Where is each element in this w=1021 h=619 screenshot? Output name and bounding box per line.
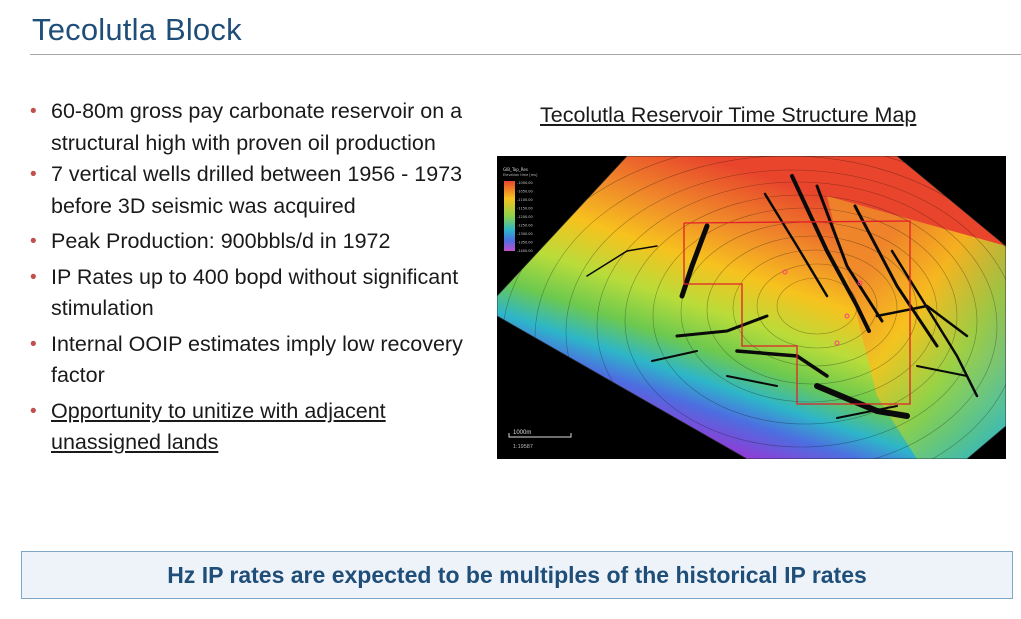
bullet-text: 60-80m gross pay carbonate reservoir on … — [51, 99, 463, 155]
bullet-text: IP Rates up to 400 bopd without signific… — [51, 264, 459, 321]
colorbar-tick: -1100.00 — [517, 198, 533, 202]
scale-label: 1000m — [513, 430, 531, 436]
scale-ratio: 1:19587 — [513, 444, 533, 450]
colorbar-tick: -1400.00 — [517, 249, 533, 253]
title-divider — [30, 54, 1021, 55]
colorbar-tick: -1250.00 — [517, 224, 533, 228]
colorbar-tick: -1200.00 — [517, 215, 533, 219]
colorbar-legend: GIB_Top_Res Elevation time [ms] -1000.00… — [503, 167, 538, 253]
bullet-item: 7 vertical wells drilled between 1956 - … — [30, 159, 470, 222]
structure-map-image: GIB_Top_Res Elevation time [ms] -1000.00… — [497, 156, 1006, 459]
scale-bar: 1000m 1:19587 — [508, 430, 572, 450]
bullet-item: Internal OOIP estimates imply low recove… — [30, 329, 470, 392]
colorbar-tick: -1050.00 — [517, 190, 533, 194]
bullet-text: Internal OOIP estimates imply low recove… — [51, 331, 463, 388]
callout-banner: Hz IP rates are expected to be multiples… — [21, 551, 1013, 599]
colorbar-tick: -1350.00 — [517, 241, 533, 245]
block-boundary — [683, 220, 911, 405]
bullet-item: IP Rates up to 400 bopd without signific… — [30, 262, 470, 325]
bullet-text: Peak Production: 900bbls/d in 1972 — [51, 229, 391, 253]
well-markers — [782, 269, 863, 346]
callout-text: Hz IP rates are expected to be multiples… — [167, 561, 867, 588]
colorbar-tick: -1000.00 — [517, 181, 533, 185]
structure-map-svg: GIB_Top_Res Elevation time [ms] -1000.00… — [497, 156, 1006, 459]
bullet-text: 7 vertical wells drilled between 1956 - … — [51, 162, 463, 218]
bullet-item: 60-80m gross pay carbonate reservoir on … — [30, 96, 470, 159]
slide-title: Tecolutla Block — [32, 12, 242, 47]
bullet-item: Opportunity to unitize with adjacent una… — [30, 396, 470, 459]
survey-outline — [497, 156, 1006, 459]
colorbar-ramp — [504, 181, 515, 251]
bullet-list: 60-80m gross pay carbonate reservoir on … — [30, 96, 470, 459]
map-title: Tecolutla Reservoir Time Structure Map — [540, 103, 917, 127]
bullet-item: Peak Production: 900bbls/d in 1972 — [30, 226, 470, 258]
colorbar-title: GIB_Top_Res — [503, 167, 528, 172]
colorbar-tick: -1300.00 — [517, 232, 533, 236]
bullet-text: Opportunity to unitize with adjacent una… — [51, 398, 386, 455]
colorbar-tick: -1150.00 — [517, 207, 533, 211]
contour-lines — [497, 156, 1006, 459]
colorbar-subtitle: Elevation time [ms] — [503, 173, 538, 177]
